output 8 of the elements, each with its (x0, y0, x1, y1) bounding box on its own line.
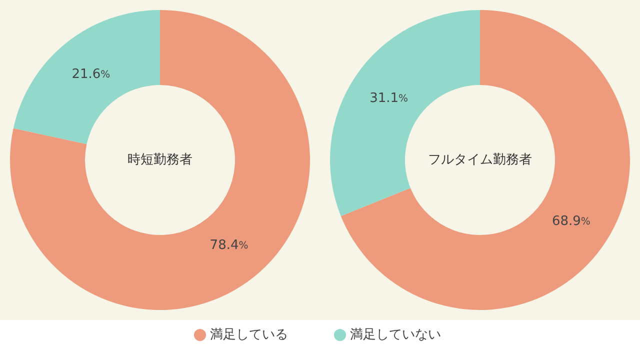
data-label: 68.9% (552, 214, 590, 230)
data-label: 31.1% (370, 90, 408, 106)
legend-label: 満足している (210, 328, 288, 342)
text: 時短勤務者 (128, 152, 192, 168)
data-label: 21.6% (72, 66, 110, 82)
text: フルタイム勤務者 (428, 152, 532, 168)
legend-label: 満足していない (350, 328, 441, 342)
data-label: 78.4% (210, 238, 248, 254)
